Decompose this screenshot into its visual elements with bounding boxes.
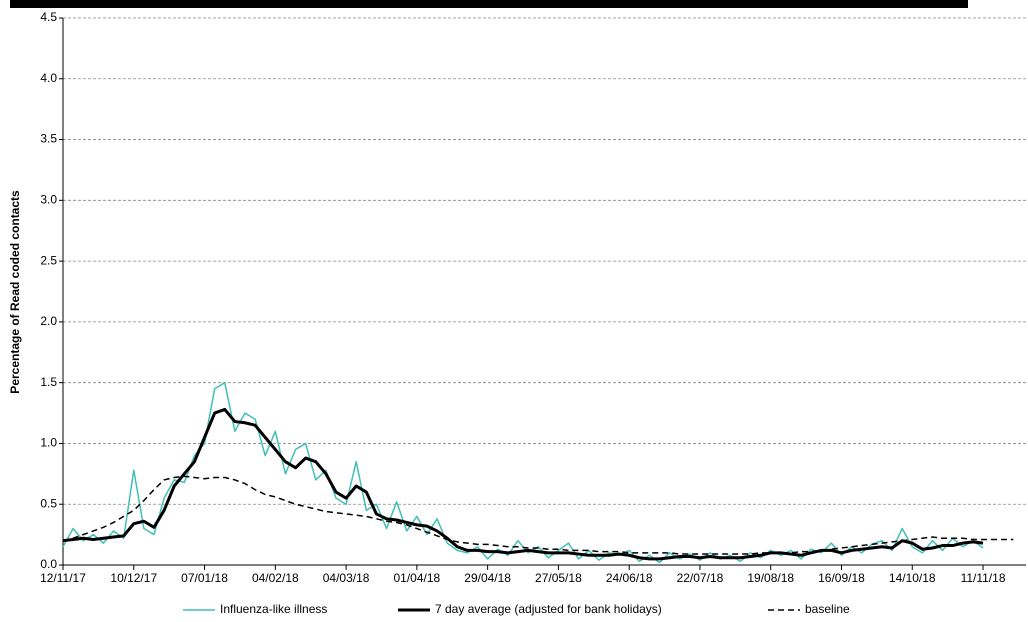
series-line [62,381,984,564]
x-tick-label: 12/11/17 [40,571,86,585]
legend-label: Influenza-like illness [220,602,327,616]
x-tick-label: 14/10/18 [889,571,936,585]
y-axis-label: Percentage of Read coded contacts [8,190,22,394]
y-tick-label: 0.5 [40,496,57,510]
redacted-title-bar [10,0,968,8]
x-tick-label: 19/08/18 [747,571,794,585]
legend-label: baseline [805,602,850,616]
x-tick-label: 24/06/18 [606,571,653,585]
x-tick-label: 22/07/18 [677,571,724,585]
series-line [62,407,984,561]
x-tick-label: 07/01/18 [181,571,228,585]
x-tick-label: 04/02/18 [252,571,299,585]
y-tick-label: 2.0 [40,314,57,328]
x-tick-label: 10/12/17 [110,571,157,585]
x-tick-label: 01/04/18 [393,571,440,585]
y-tick-label: 1.0 [40,436,57,450]
y-tick-label: 0.0 [40,557,57,571]
y-tick-label: 4.5 [40,10,57,24]
series-line [62,475,1014,555]
x-tick-label: 16/09/18 [818,571,865,585]
legend-label: 7 day average (adjusted for bank holiday… [435,602,662,616]
x-tick-label: 11/11/18 [961,571,1006,585]
y-tick-label: 3.0 [40,193,57,207]
x-tick-label: 04/03/18 [323,571,370,585]
y-tick-label: 4.0 [40,71,57,85]
y-tick-label: 1.5 [40,375,57,389]
x-tick-label: 27/05/18 [535,571,582,585]
y-tick-label: 3.5 [40,132,57,146]
y-tick-label: 2.5 [40,253,57,267]
x-tick-label: 29/04/18 [464,571,511,585]
